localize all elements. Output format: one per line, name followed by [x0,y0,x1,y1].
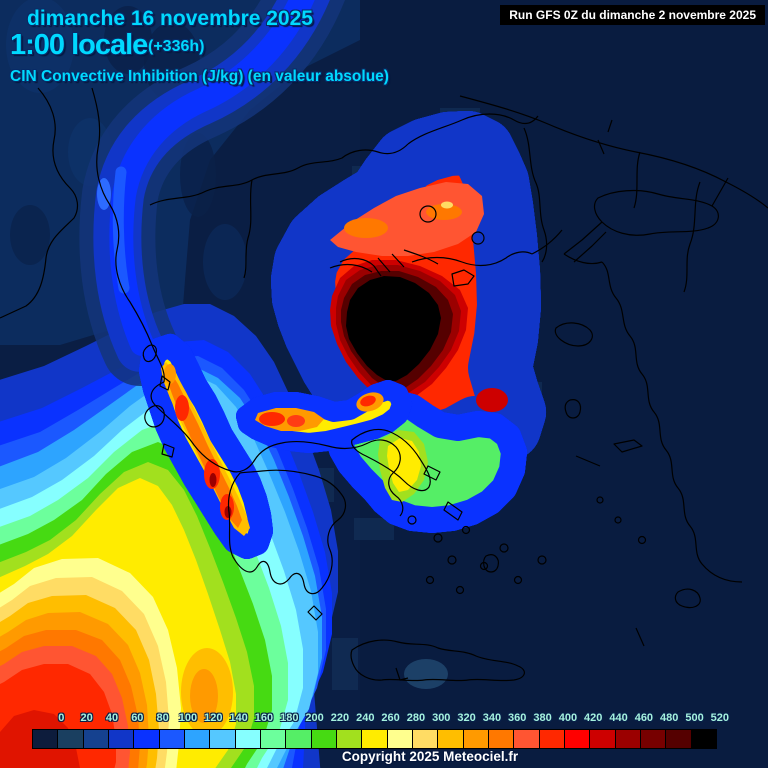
colorbar-swatch: 400 [538,712,577,749]
coast-albania-epirus [91,87,153,346]
coast-evia [351,428,431,492]
colorbar-value-label: 480 [660,712,679,724]
colorbar-swatch: 380 [513,712,552,749]
colorbar: 0 20 40 60 80 100 120 140 160 180 200 220 240 260 280 3… [32,712,729,749]
coast-crete [350,639,525,682]
colorbar-value-label: 400 [558,712,578,724]
colorbar-swatch: 500 [665,712,704,749]
colorbar-swatch: 280 [386,712,425,749]
coast-italy [0,87,79,319]
coast-north-aegean [411,251,533,267]
colorbar-value-label: 300 [432,712,451,724]
colorbar-swatch: 60 [107,712,143,749]
cin-streak-ionian-coast [139,334,273,559]
colorbar-swatch: 320 [437,712,476,749]
colorbar-value-label: 140 [229,712,248,724]
islands [142,119,701,647]
coast-turkey-aegean [601,261,743,583]
country-borders [149,95,768,293]
coast-attica [367,439,404,517]
colorbar-value-label: 220 [330,712,350,724]
colorbar-swatch: 200 [285,712,324,749]
colorbar-value-label: 260 [381,712,400,724]
coast-marmara [563,177,729,263]
colorbar-value-label: 240 [356,712,375,724]
copyright-label: Copyright 2025 Meteociel.fr [341,749,519,764]
coast-west-greece [150,344,232,472]
colorbar-swatch: 120 [183,712,222,749]
adriatic-band [79,0,345,386]
valid-date-label: dimanche 16 novembre 2025 [27,7,313,30]
colorbar-swatch: 40 [82,712,118,749]
colorbar-value-label: 0 [58,712,65,724]
colorbar-value-label: 340 [482,712,502,724]
colorbar-swatch: 100 [158,712,197,749]
colorbar-swatch: 440 [589,712,628,749]
colorbar-value-label: 80 [156,712,169,724]
colorbar-swatch: 300 [411,712,450,749]
colorbar-value-label: 60 [131,712,144,724]
colorbar-swatch: 140 [209,712,248,749]
colorbar-swatch: 20 [57,712,93,749]
parameter-label: CIN Convective Inhibition (J/kg) (en val… [10,68,389,85]
colorbar-value-label: 280 [406,712,426,724]
colorbar-value-label: 500 [685,712,704,724]
coast-gulf-corinth-north [230,440,369,473]
coast-gallipoli [531,229,603,265]
colorbar-swatch: 0 [32,712,64,749]
colorbar-value-label: 160 [254,712,274,724]
coast-peloponnese [227,469,347,595]
colorbar-value-label: 360 [508,712,527,724]
colorbar-value-label: 180 [280,712,299,724]
colorbar-swatch: 520 [690,712,729,749]
colorbar-swatch: 460 [614,712,653,749]
valid-time-label: 1:00 locale [10,29,148,61]
colorbar-swatch: 340 [462,712,501,749]
colorbar-swatch: 480 [639,712,678,749]
coastlines [0,87,743,682]
cin-blob-north-aegean [271,111,546,477]
colorbar-swatch: 180 [259,712,298,749]
colorbar-value-label: 380 [533,712,552,724]
colorbar-value-label: 440 [609,712,628,724]
colorbar-value-label: 20 [80,712,93,724]
colorbar-value-label: 40 [105,712,119,724]
model-run-label: Run GFS 0Z du dimanche 2 novembre 2025 [500,5,765,25]
forecast-offset-label: (+336h) [148,38,205,55]
colorbar-swatch: 160 [234,712,273,749]
colorbar-value-label: 200 [305,712,324,724]
colorbar-value-label: 320 [457,712,476,724]
colorbar-swatch: 420 [563,712,602,749]
colorbar-swatch: 240 [335,712,374,749]
colorbar-swatch: 80 [133,712,169,749]
colorbar-value-label: 100 [178,712,198,724]
colorbar-value-label: 520 [710,712,730,724]
colorbar-value-label: 460 [634,712,654,724]
colorbar-value-label: 120 [204,712,223,724]
colorbar-value-label: 420 [584,712,603,724]
colorbar-swatch: 260 [361,712,400,749]
coast-chalkidiki [329,249,439,277]
cin-streak-gulf-corinth [236,380,412,453]
colorbar-swatch: 360 [487,712,526,749]
colorbar-swatch: 220 [310,712,349,749]
low-cin-spot-crete [404,659,448,689]
cin-tongue-central-aegean [326,390,527,533]
